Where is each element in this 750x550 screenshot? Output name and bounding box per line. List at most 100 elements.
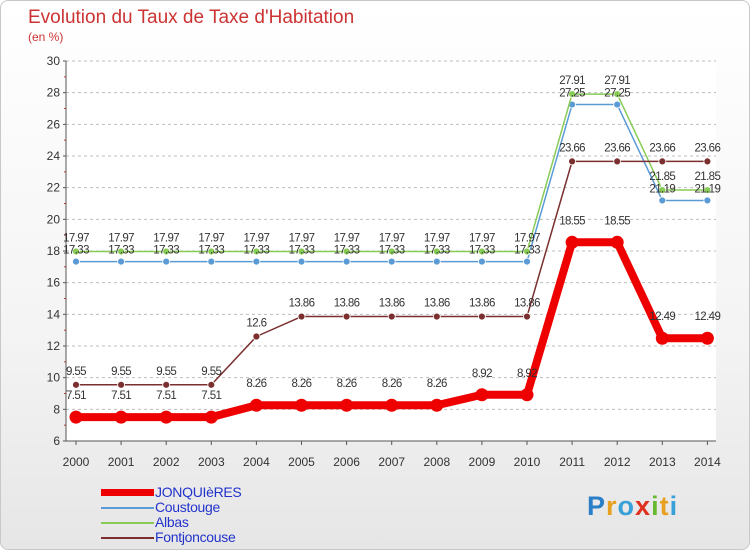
- logo-letter-x: x: [635, 491, 652, 521]
- data-label-fontjoncouse-2002: 9.55: [156, 366, 176, 378]
- point-albas-2006: [342, 247, 351, 256]
- data-label-coustouge-2000: 17.33: [63, 245, 89, 257]
- point-coustouge-2006: [342, 257, 351, 266]
- point-albas-2009: [477, 247, 486, 256]
- data-label-jonquires-2005: 8.26: [292, 378, 312, 390]
- data-label-albas-2006: 17.97: [334, 232, 360, 244]
- x-tick-label-2006: 2006: [333, 455, 360, 469]
- y-tick-label-18: 18: [47, 244, 61, 258]
- point-fontjoncouse-2008: [432, 312, 441, 321]
- point-albas-2012: [613, 90, 622, 98]
- point-albas-2011: [568, 90, 576, 98]
- x-tick-label-2000: 2000: [63, 455, 90, 469]
- data-label-fontjoncouse-2011: 23.66: [559, 142, 585, 154]
- data-label-albas-2009: 17.97: [469, 232, 495, 244]
- data-label-coustouge-2009: 17.33: [469, 245, 495, 257]
- point-coustouge-2001: [117, 257, 125, 266]
- data-label-coustouge-2008: 17.33: [424, 245, 450, 257]
- point-jonquires-2009: [475, 388, 489, 402]
- point-fontjoncouse-2006: [342, 312, 351, 321]
- data-label-coustouge-2012: 27.25: [604, 88, 630, 100]
- data-label-coustouge-2013: 21.19: [649, 183, 675, 195]
- y-tick-label-8: 8: [53, 402, 60, 416]
- data-label-coustouge-2002: 17.33: [153, 245, 179, 257]
- point-fontjoncouse-2011: [568, 157, 576, 166]
- legend-label-albas: Albas: [155, 514, 189, 530]
- data-label-jonquires-2007: 8.26: [382, 378, 402, 390]
- data-label-coustouge-2004: 17.33: [244, 245, 270, 257]
- x-tick-label-2005: 2005: [288, 455, 315, 469]
- point-jonquires-2004: [249, 398, 263, 412]
- x-tick-label-2012: 2012: [604, 455, 631, 469]
- legend-label-fontjoncouse: Fontjoncouse: [155, 529, 236, 545]
- data-label-fontjoncouse-2008: 13.86: [424, 298, 450, 310]
- data-label-jonquires-2004: 8.26: [246, 378, 266, 390]
- data-label-jonquires-2011: 18.55: [559, 215, 585, 227]
- data-label-albas-2003: 17.97: [198, 232, 224, 244]
- series-layer: [69, 90, 714, 424]
- data-label-albas-2014: 21.85: [695, 171, 721, 183]
- data-label-albas-2002: 17.97: [153, 232, 179, 244]
- data-label-albas-2004: 17.97: [244, 232, 270, 244]
- y-tick-label-22: 22: [47, 181, 61, 195]
- point-fontjoncouse-2000: [72, 380, 80, 389]
- data-label-coustouge-2011: 27.25: [559, 88, 585, 100]
- point-albas-2007: [387, 247, 396, 256]
- data-label-albas-2012: 27.91: [604, 75, 630, 87]
- data-label-coustouge-2003: 17.33: [198, 245, 224, 257]
- legend-label-coustouge: Coustouge: [155, 499, 221, 515]
- data-label-jonquires-2013: 12.49: [649, 311, 675, 323]
- legend-swatch-coustouge: [101, 507, 154, 509]
- point-jonquires-2003: [204, 410, 218, 424]
- data-label-jonquires-2012: 18.55: [604, 215, 630, 227]
- point-jonquires-2011: [565, 235, 579, 249]
- data-label-fontjoncouse-2003: 9.55: [201, 366, 221, 378]
- data-label-coustouge-2006: 17.33: [334, 245, 360, 257]
- logo-letter-i: i: [651, 491, 660, 521]
- legend-swatch-fontjoncouse: [101, 537, 154, 539]
- point-coustouge-2005: [297, 257, 306, 266]
- x-tick-label-2009: 2009: [469, 455, 496, 469]
- point-albas-2008: [432, 247, 441, 256]
- data-label-fontjoncouse-2004: 12.6: [246, 318, 266, 330]
- logo-letter-o: o: [617, 491, 636, 521]
- data-label-fontjoncouse-2007: 13.86: [379, 298, 405, 310]
- y-tick-label-14: 14: [47, 307, 61, 321]
- y-tick-label-16: 16: [47, 276, 61, 290]
- x-tick-label-2004: 2004: [243, 455, 270, 469]
- data-label-jonquires-2009: 8.92: [472, 368, 492, 380]
- data-label-jonquires-2002: 7.51: [156, 390, 176, 402]
- point-fontjoncouse-2012: [613, 157, 622, 166]
- point-jonquires-2014: [700, 331, 714, 345]
- data-label-layer: 17.33 17.33 17.33 17.33 17.33 17.33 17.33 17.33…: [63, 75, 721, 402]
- data-label-albas-2011: 27.91: [559, 75, 585, 87]
- legend-swatch-jonquieres: [101, 489, 154, 496]
- point-coustouge-2003: [207, 257, 216, 266]
- data-label-albas-2008: 17.97: [424, 232, 450, 244]
- x-tick-label-2003: 2003: [198, 455, 225, 469]
- point-jonquires-2012: [610, 235, 624, 249]
- logo-letter-i2: i: [669, 491, 679, 521]
- logo-letter-t: t: [659, 491, 670, 521]
- data-label-albas-2007: 17.97: [379, 232, 405, 244]
- point-fontjoncouse-2010: [523, 312, 531, 321]
- point-coustouge-2012: [613, 100, 622, 109]
- point-coustouge-2008: [432, 257, 441, 266]
- point-albas-2001: [117, 247, 125, 256]
- point-jonquires-2001: [114, 410, 128, 424]
- point-jonquires-2002: [159, 410, 173, 424]
- point-fontjoncouse-2003: [207, 380, 216, 389]
- point-coustouge-2002: [162, 257, 171, 266]
- y-tick-label-24: 24: [47, 149, 61, 163]
- y-tick-label-6: 6: [53, 434, 60, 448]
- logo-letter-r: r: [606, 491, 618, 521]
- data-label-jonquires-2014: 12.49: [695, 311, 721, 323]
- data-label-coustouge-2001: 17.33: [108, 245, 134, 257]
- point-fontjoncouse-2004: [252, 332, 261, 341]
- data-label-albas-2010: 17.97: [514, 232, 540, 244]
- data-label-albas-2001: 17.97: [108, 232, 134, 244]
- point-albas-2005: [297, 247, 306, 256]
- data-label-coustouge-2014: 21.19: [695, 183, 721, 195]
- point-coustouge-2010: [523, 257, 531, 266]
